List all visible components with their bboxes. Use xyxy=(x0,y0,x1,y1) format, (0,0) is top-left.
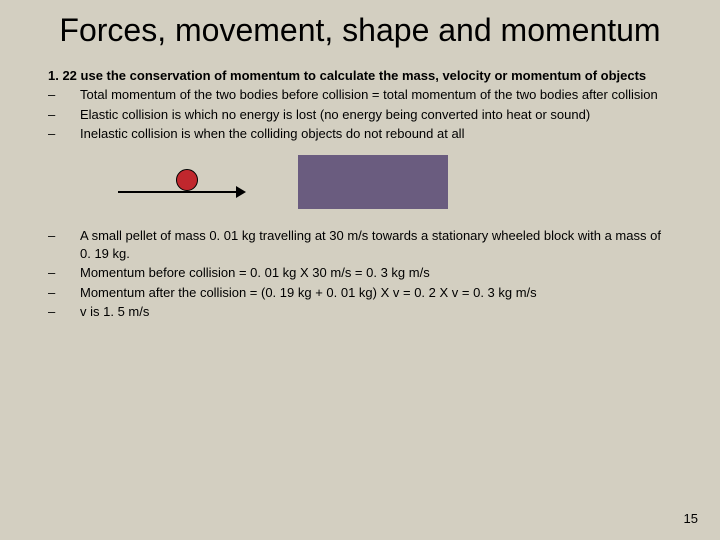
lead-text: 1. 22 use the conservation of momentum t… xyxy=(48,67,672,85)
arrow-line xyxy=(118,191,238,193)
pellet-icon xyxy=(176,169,198,191)
bullet-list-top: Total momentum of the two bodies before … xyxy=(48,86,672,143)
list-item: Inelastic collision is when the collidin… xyxy=(48,125,672,143)
list-item: A small pellet of mass 0. 01 kg travelli… xyxy=(48,227,672,262)
list-item: Momentum before collision = 0. 01 kg X 3… xyxy=(48,264,672,282)
slide-title: Forces, movement, shape and momentum xyxy=(48,12,672,49)
bullet-list-bottom: A small pellet of mass 0. 01 kg travelli… xyxy=(48,227,672,321)
block-icon xyxy=(298,155,448,209)
arrow-head-icon xyxy=(236,186,246,198)
collision-diagram xyxy=(48,153,672,213)
page-number: 15 xyxy=(684,511,698,526)
list-item: Elastic collision is which no energy is … xyxy=(48,106,672,124)
list-item: Total momentum of the two bodies before … xyxy=(48,86,672,104)
list-item: v is 1. 5 m/s xyxy=(48,303,672,321)
list-item: Momentum after the collision = (0. 19 kg… xyxy=(48,284,672,302)
